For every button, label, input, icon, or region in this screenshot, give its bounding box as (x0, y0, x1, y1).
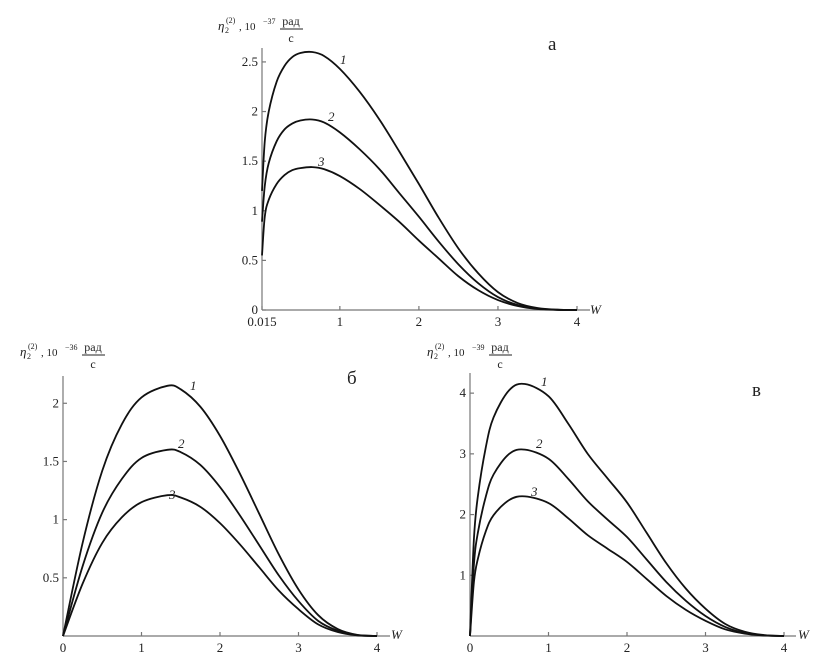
x-axis-label: W (391, 627, 403, 642)
y-label-unit-denominator: с (497, 357, 502, 371)
x-tick-label: 2 (217, 640, 224, 655)
y-tick-label: 4 (460, 385, 467, 400)
x-tick-label: 3 (702, 640, 709, 655)
series-line-2 (469, 448, 785, 637)
series-line-1 (469, 382, 785, 637)
x-tick-label: 3 (495, 314, 502, 329)
y-label-unit-denominator: с (288, 31, 293, 45)
x-tick-label: 1 (545, 640, 552, 655)
series-label: 2 (536, 436, 543, 451)
series-line-2 (261, 118, 578, 311)
y-label-superscript: (2) (28, 342, 38, 351)
y-tick-label: 2 (252, 104, 259, 119)
y-label-symbol: η (20, 344, 26, 359)
y-label-superscript: (2) (435, 342, 445, 351)
series-line-1 (261, 50, 578, 311)
y-tick-label: 1.5 (43, 453, 59, 468)
x-tick-label: 0 (467, 640, 474, 655)
y-tick-label: 1.5 (242, 153, 258, 168)
x-axis-label: W (590, 302, 602, 317)
x-tick-label: 2 (416, 314, 423, 329)
series-label: 3 (317, 154, 325, 169)
series-label: 1 (190, 378, 197, 393)
y-tick-label: 0.5 (43, 570, 59, 585)
x-tick-label: 1 (337, 314, 344, 329)
x-tick-label: 1 (138, 640, 145, 655)
x-tick-label: 4 (781, 640, 788, 655)
panel-label: в (752, 380, 761, 401)
y-label-unit-numerator: рад (84, 340, 101, 354)
y-label-unit-numerator: рад (282, 14, 299, 28)
x-tick-label: 3 (295, 640, 302, 655)
y-tick-label: 1 (460, 567, 467, 582)
y-tick-label: 1 (53, 512, 60, 527)
y-tick-label: 2.5 (242, 54, 258, 69)
y-label-unit-numerator: рад (491, 340, 508, 354)
y-tick-label: 0.5 (242, 252, 258, 267)
x-tick-label: 0.015 (247, 314, 276, 329)
y-label-unit-denominator: с (90, 357, 95, 371)
y-tick-label: 3 (460, 446, 467, 461)
panel-label: а (548, 34, 557, 55)
y-label-exponent: −39 (472, 343, 485, 352)
y-label-factor: , 10 (448, 347, 465, 359)
y-label-subscript: 2 (27, 352, 31, 361)
y-tick-label: 1 (252, 203, 259, 218)
y-tick-label: 2 (53, 395, 60, 410)
y-label-factor: , 10 (239, 21, 256, 33)
y-label-subscript: 2 (434, 352, 438, 361)
y-label-factor: , 10 (41, 347, 58, 359)
y-label-subscript: 2 (225, 26, 229, 35)
series-label: 1 (340, 52, 347, 67)
y-label-symbol: η (218, 18, 224, 33)
x-tick-label: 2 (624, 640, 631, 655)
y-label-superscript: (2) (226, 16, 236, 25)
series-label: 2 (178, 436, 185, 451)
y-label-symbol: η (427, 344, 433, 359)
series-label: 2 (328, 109, 335, 124)
series-line-3 (261, 166, 578, 311)
y-label-exponent: −37 (263, 17, 276, 26)
x-tick-label: 4 (574, 314, 581, 329)
x-axis-label: W (798, 627, 810, 642)
series-line-3 (469, 495, 785, 637)
series-label: 1 (541, 374, 548, 389)
x-tick-label: 0 (60, 640, 67, 655)
y-tick-label: 2 (460, 507, 467, 522)
x-tick-label: 4 (374, 640, 381, 655)
series-label: 3 (530, 484, 538, 499)
series-line-3 (62, 494, 378, 637)
panel-label: б (347, 368, 357, 389)
series-line-2 (62, 448, 378, 637)
y-label-exponent: −36 (65, 343, 78, 352)
series-label: 3 (168, 487, 176, 502)
y-tick-label: 0 (252, 302, 259, 317)
series-line-1 (62, 384, 378, 637)
